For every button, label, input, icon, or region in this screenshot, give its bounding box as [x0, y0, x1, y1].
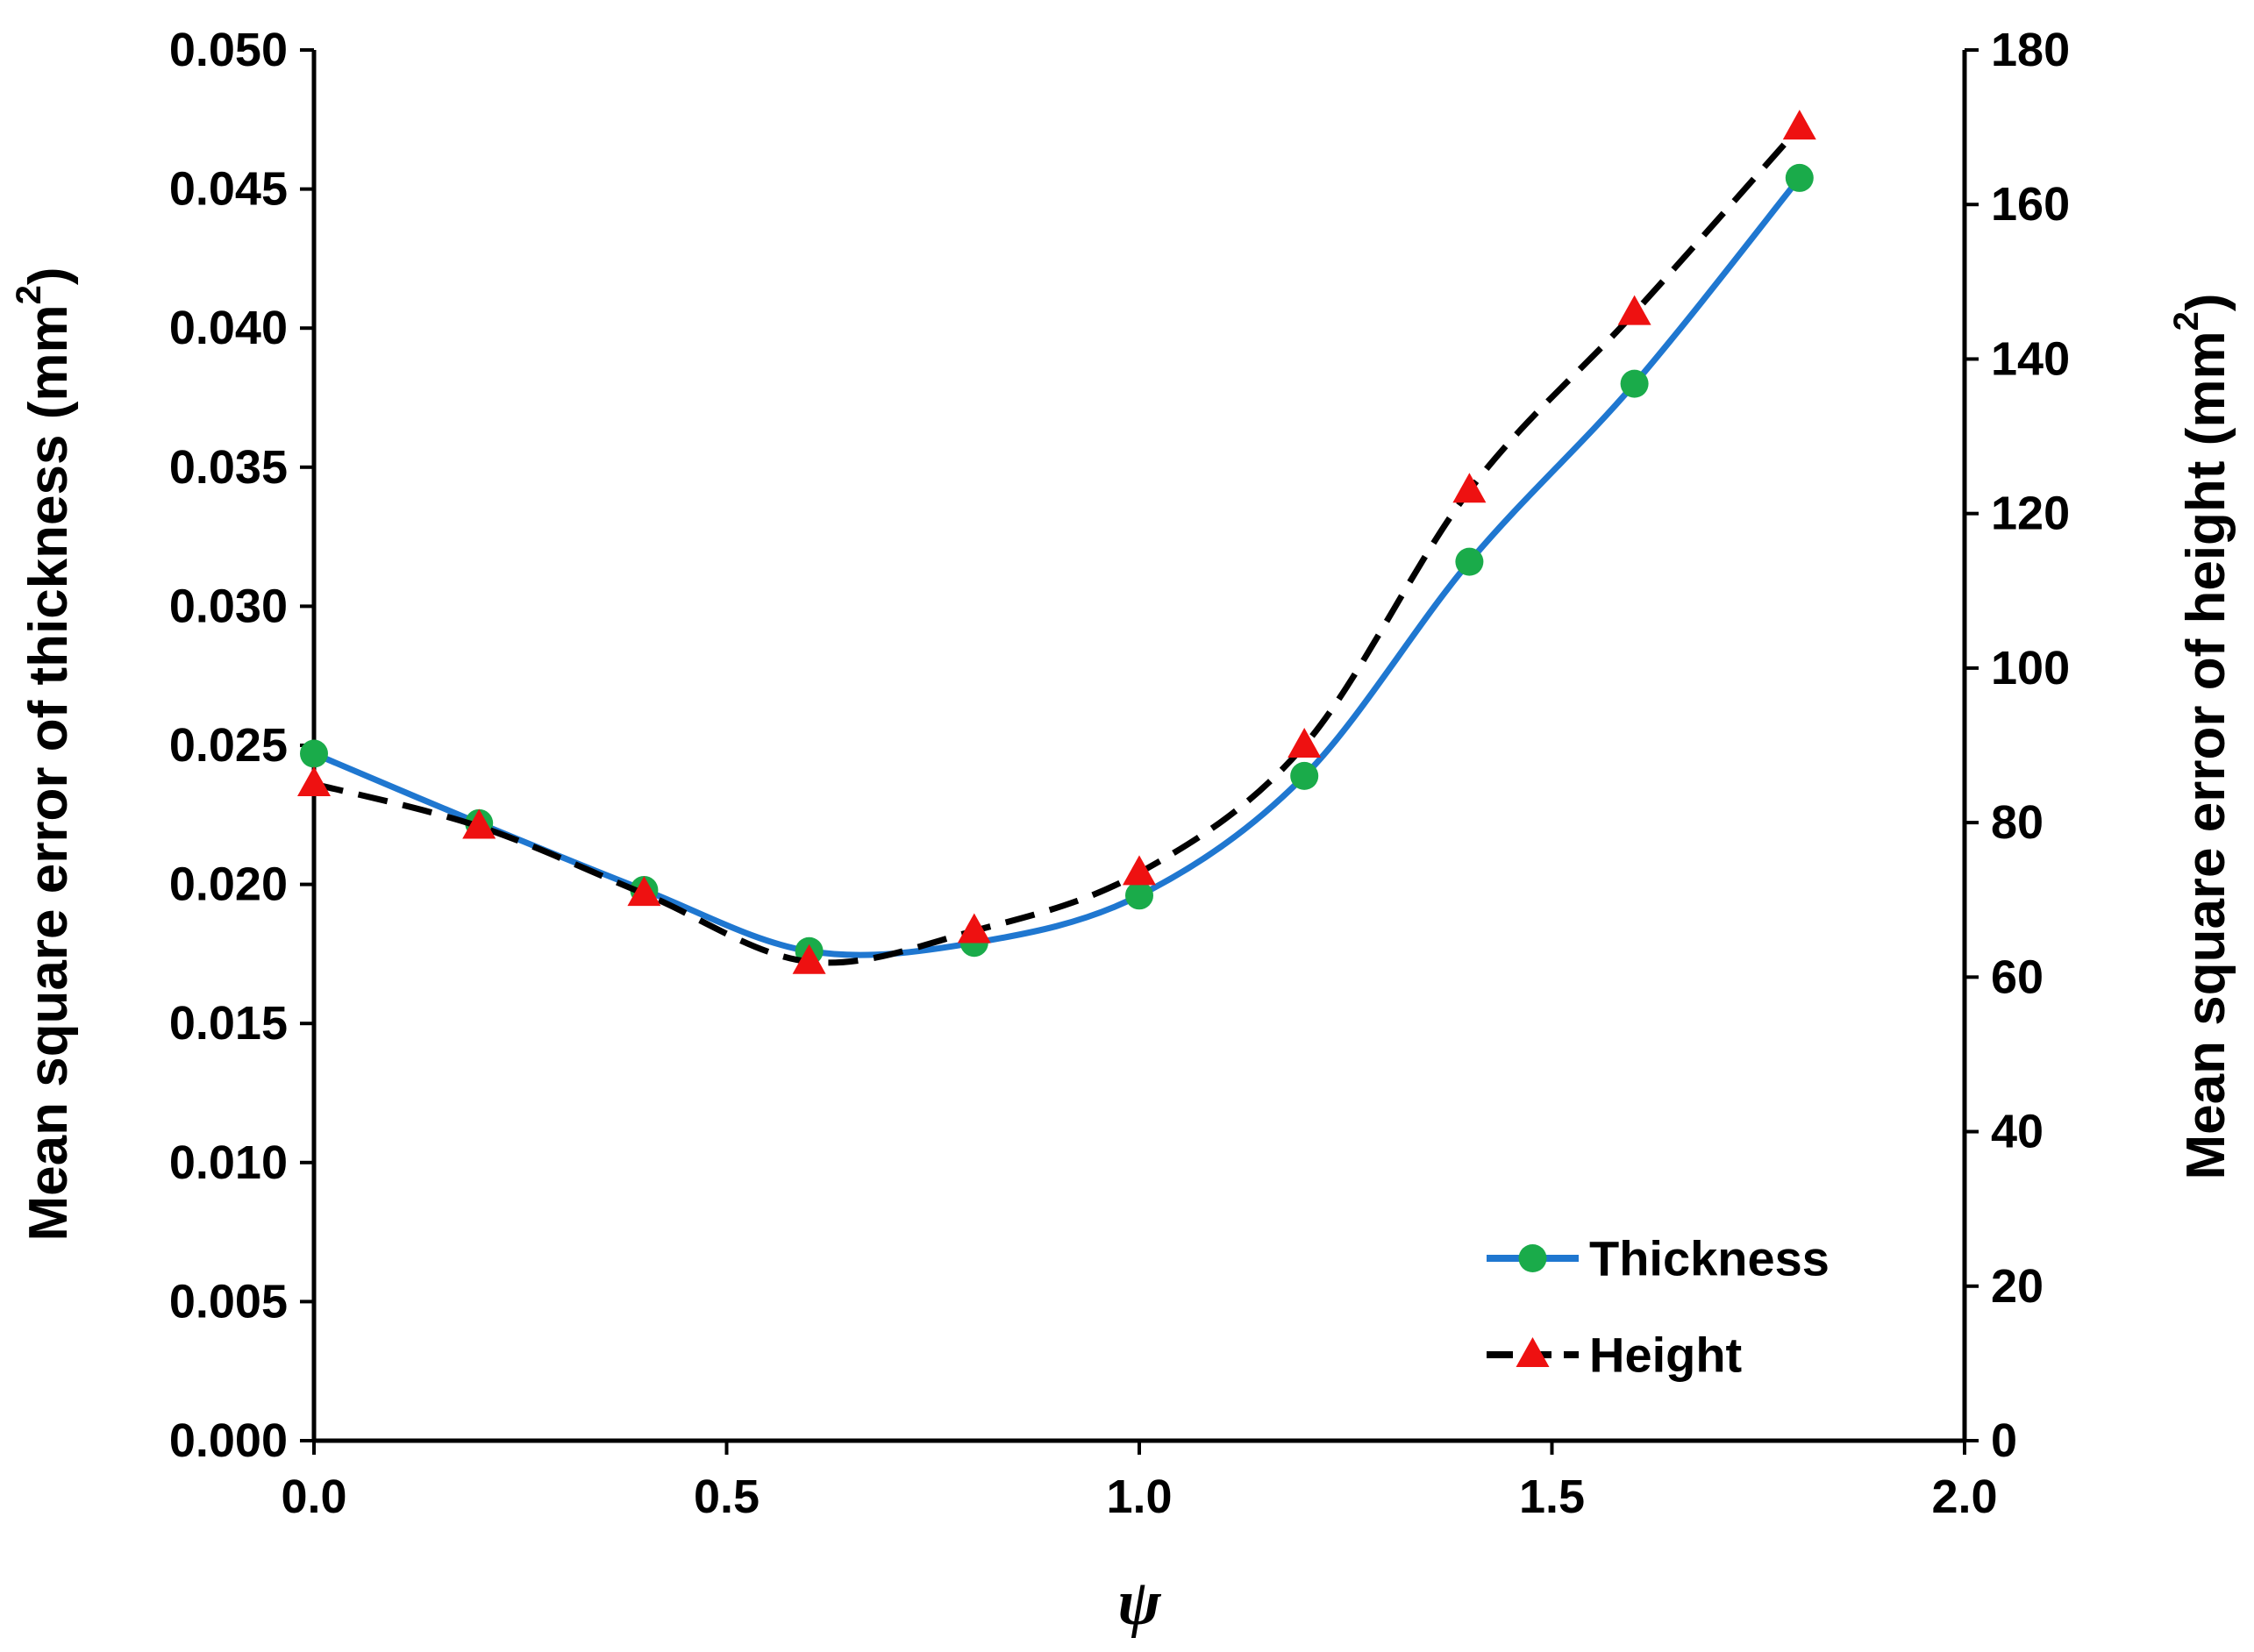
height-point: [462, 808, 496, 839]
series-layer: [297, 110, 1816, 974]
y-right-tick-label: 40: [1991, 1106, 2044, 1158]
y-right-tick-label: 140: [1991, 332, 2070, 385]
legend-height-marker: [1516, 1337, 1550, 1367]
y-axis-right-title: Mean square error of height (mm2): [2167, 294, 2236, 1180]
y-right-tick-label: 0: [1991, 1414, 2017, 1467]
thickness-point: [1290, 761, 1319, 790]
height-point: [1452, 473, 1487, 503]
legend-thickness-label: Thickness: [1589, 1231, 1830, 1286]
y-left-tick-label: 0.005: [169, 1275, 288, 1328]
y-left-tick-label: 0.010: [169, 1136, 288, 1189]
x-tick-label: 1.5: [1519, 1470, 1585, 1523]
axes: 0.0000.0050.0100.0150.0200.0250.0300.035…: [10, 24, 2236, 1639]
x-tick-label: 2.0: [1931, 1470, 1997, 1523]
thickness-point: [300, 739, 328, 768]
y-left-tick-label: 0.025: [169, 719, 288, 772]
y-axis-left-title: Mean square error of thickness (mm2): [10, 267, 79, 1241]
y-right-tick-label: 120: [1991, 488, 2070, 540]
y-left-tick-label: 0.035: [169, 441, 288, 494]
height-point: [1782, 110, 1816, 140]
thickness-point: [1455, 547, 1484, 576]
height-point: [297, 766, 331, 797]
thickness-point: [1785, 163, 1814, 192]
height-series-line: [313, 125, 1802, 966]
x-tick-label: 0.5: [694, 1470, 760, 1523]
y-left-tick-label: 0.045: [169, 163, 288, 216]
x-tick-label: 1.0: [1106, 1470, 1172, 1523]
y-right-tick-label: 20: [1991, 1260, 2044, 1313]
y-left-tick-label: 0.050: [169, 24, 288, 76]
y-left-tick-label: 0.020: [169, 858, 288, 911]
x-axis-title: ψ: [1117, 1567, 1161, 1639]
legend: Thickness Height: [1487, 1231, 1830, 1383]
x-tick-label: 0.0: [281, 1470, 346, 1523]
y-right-tick-label: 100: [1991, 642, 2070, 694]
height-point: [627, 876, 661, 907]
y-left-tick-label: 0.000: [169, 1414, 288, 1467]
y-right-tick-label: 180: [1991, 24, 2070, 76]
legend-height-label: Height: [1589, 1328, 1742, 1383]
height-point: [1123, 855, 1156, 886]
y-right-tick-label: 160: [1991, 178, 2070, 231]
thickness-series-line: [312, 175, 1802, 958]
height-point: [1617, 295, 1651, 325]
y-right-tick-label: 60: [1991, 951, 2044, 1003]
legend-thickness-marker: [1518, 1244, 1547, 1272]
y-left-tick-label: 0.040: [169, 302, 288, 354]
thickness-point: [1125, 881, 1153, 910]
thickness-point: [1620, 369, 1649, 398]
height-point: [1287, 728, 1322, 758]
y-left-tick-label: 0.015: [169, 997, 288, 1050]
y-left-tick-label: 0.030: [169, 580, 288, 632]
height-point: [792, 943, 826, 974]
height-point: [957, 913, 991, 943]
y-right-tick-label: 80: [1991, 796, 2044, 849]
